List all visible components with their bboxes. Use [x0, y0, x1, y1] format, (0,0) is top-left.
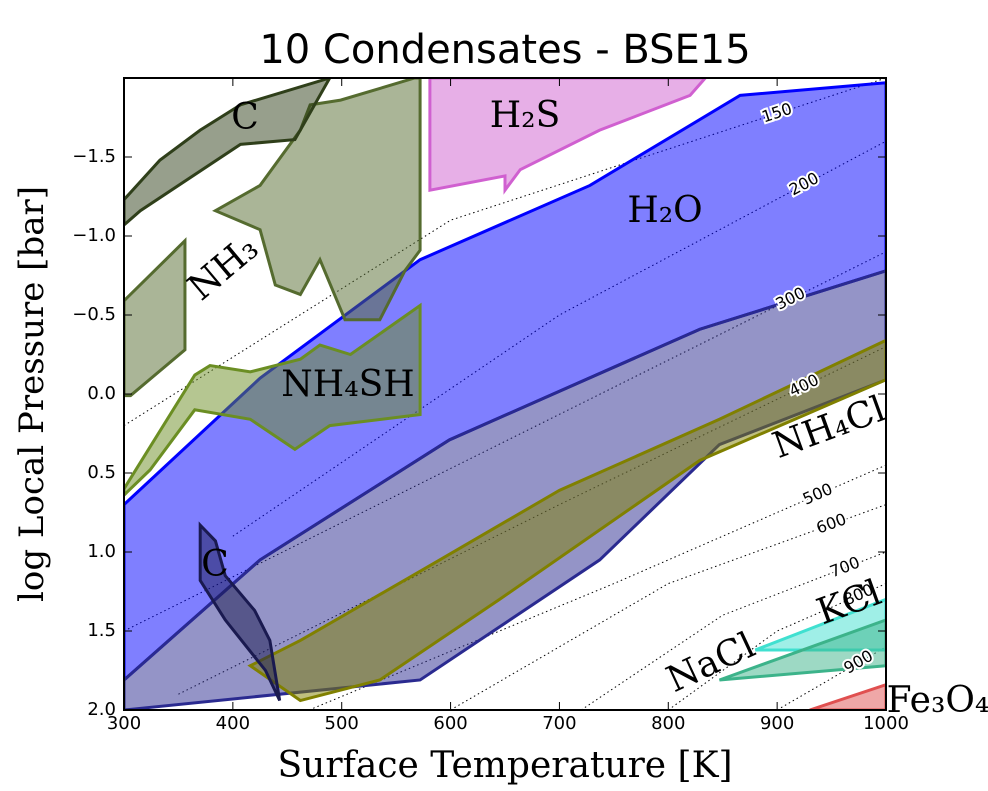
region: [198, 521, 282, 702]
y-tick-label: 0.0: [87, 383, 116, 404]
axes: 300 400 500 600 700 800 900 1000−1.5−1.0−0.50.0…: [72, 77, 909, 734]
x-tick-label: 700: [542, 713, 576, 734]
y-tick-label: 1.5: [87, 620, 116, 641]
region-label: H₂S: [490, 95, 561, 136]
region-label: H₂O: [627, 190, 702, 231]
region-label: NH₄SH: [281, 364, 414, 405]
x-tick-label: 600: [433, 713, 467, 734]
x-axis-label: Surface Temperature [K]: [277, 745, 732, 786]
y-tick-label: −0.5: [72, 304, 116, 325]
contour-line: [308, 464, 886, 710]
contour-label: 500: [800, 479, 836, 509]
contour-label: 600: [814, 509, 849, 537]
region-label: NH₃: [181, 228, 267, 309]
y-axis-label: log Local Pressure [bar]: [12, 186, 52, 602]
region-label: C: [231, 97, 259, 138]
y-tick-label: 1.0: [87, 541, 116, 562]
y-tick-label: −1.5: [72, 146, 116, 167]
region: [718, 618, 886, 682]
contour-line: [450, 504, 886, 710]
region: [124, 302, 422, 498]
region: [247, 338, 886, 703]
y-tick-label: 2.0: [87, 699, 116, 720]
region: [124, 78, 332, 227]
region-label: C: [201, 544, 229, 585]
x-tick-label: 300: [107, 713, 141, 734]
x-tick-label: 1000: [863, 713, 909, 734]
y-tick-label: −1.0: [72, 225, 116, 246]
region-label: Fe₃O₄: [887, 680, 988, 721]
region: [809, 683, 886, 710]
y-tick-label: 0.5: [87, 462, 116, 483]
region: [124, 237, 187, 398]
chart-title: 10 Condensates - BSE15: [259, 27, 750, 73]
region: [428, 78, 708, 195]
x-tick-label: 500: [325, 713, 359, 734]
x-tick-label: 800: [651, 713, 685, 734]
region-label: NaCl: [661, 625, 762, 701]
x-tick-label: 900: [760, 713, 794, 734]
x-tick-label: 400: [216, 713, 250, 734]
